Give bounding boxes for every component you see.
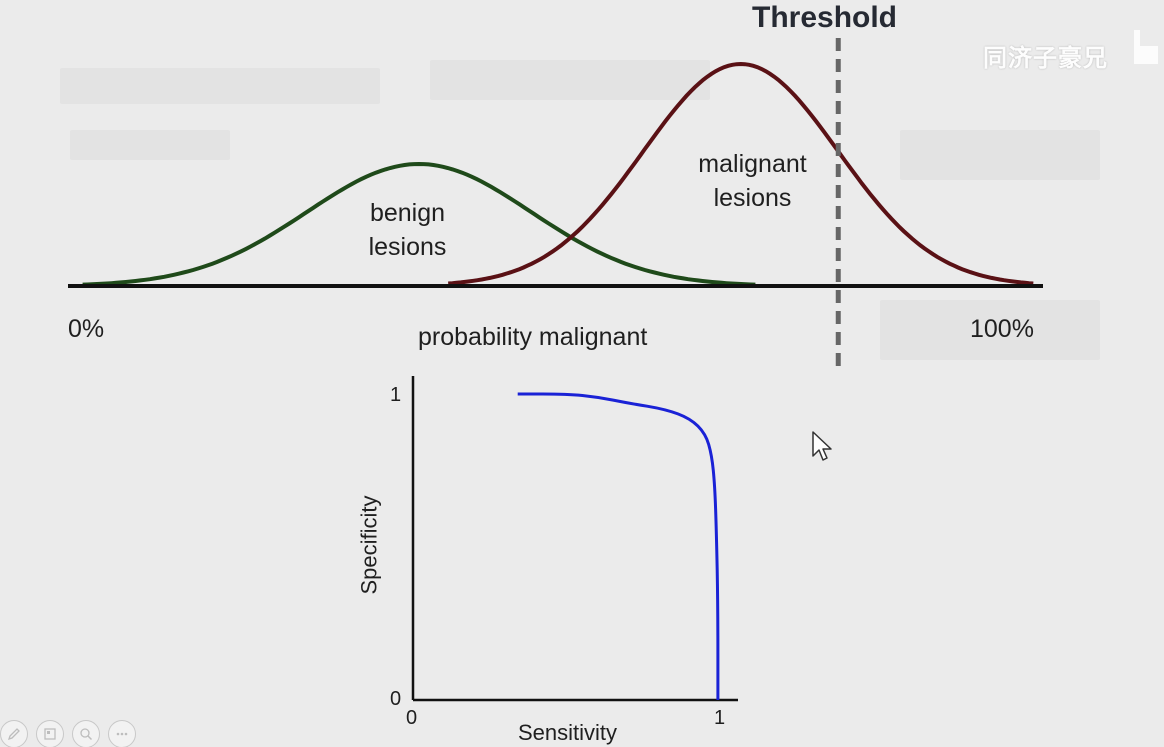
pen-icon[interactable]	[0, 720, 28, 747]
more-icon[interactable]	[108, 720, 136, 747]
benign-label-line2: lesions	[368, 233, 447, 261]
background-ghost	[880, 300, 1100, 360]
mouse-cursor-icon	[812, 431, 832, 461]
roc-y-tick-0: 0	[390, 688, 402, 710]
background-ghost	[70, 130, 230, 160]
axis-left-label: 0%	[68, 315, 105, 343]
roc-y-tick-1: 1	[390, 384, 402, 406]
roc-curve	[517, 392, 720, 700]
axis-right-label: 100%	[970, 315, 1034, 343]
presentation-toolbar	[0, 720, 136, 747]
roc-x-tick-1: 1	[714, 707, 726, 729]
distribution-chart	[68, 38, 1043, 372]
malignant-distribution-curve	[448, 61, 1034, 286]
axis-center-label: probability malignant	[418, 323, 648, 351]
roc-x-tick-0: 0	[406, 707, 418, 729]
background-ghost	[900, 130, 1100, 180]
zoom-icon[interactable]	[72, 720, 100, 747]
roc-y-axis-title: Specificity	[356, 495, 382, 595]
watermark-logo-icon	[1134, 30, 1158, 64]
malignant-label-line2: lesions	[713, 184, 792, 212]
malignant-label-line1: malignant	[698, 150, 807, 178]
background-ghost	[60, 68, 380, 104]
background-ghost	[430, 60, 710, 100]
malignant-label: malignant lesions	[680, 147, 825, 215]
benign-label: benign lesions	[345, 196, 470, 264]
threshold-label: Threshold	[752, 1, 898, 34]
slides-icon[interactable]	[36, 720, 64, 747]
benign-distribution-curve	[82, 161, 756, 287]
watermark-text: 同济子豪兄	[983, 45, 1108, 72]
roc-x-axis-title: Sensitivity	[518, 720, 618, 745]
benign-label-line1: benign	[369, 199, 446, 227]
